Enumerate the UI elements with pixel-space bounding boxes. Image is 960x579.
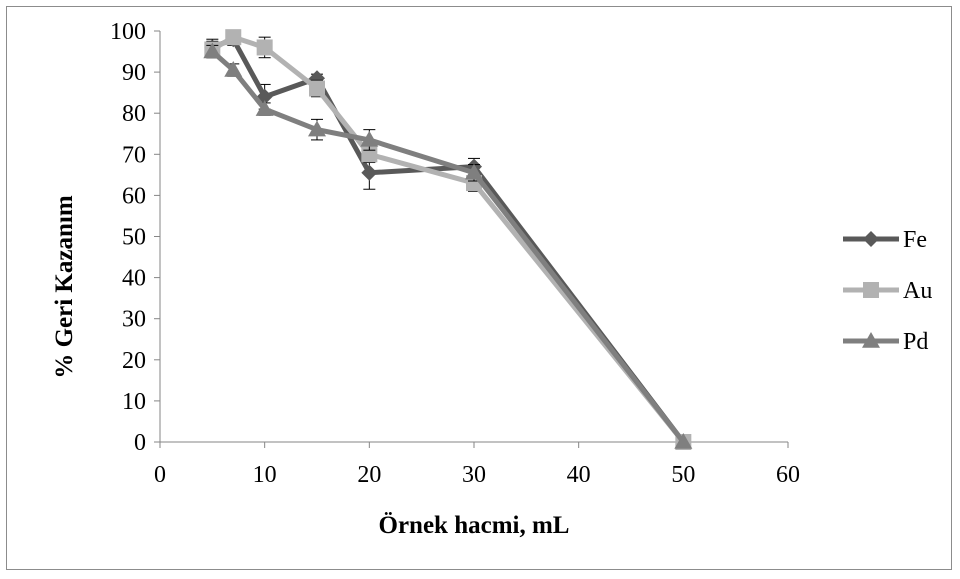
y-tick-label: 80 bbox=[122, 101, 146, 127]
x-tick-label: 40 bbox=[567, 462, 591, 488]
data-point-au bbox=[256, 39, 273, 56]
x-tick-label: 30 bbox=[462, 462, 486, 488]
data-point-au bbox=[309, 80, 325, 97]
y-tick-label: 10 bbox=[122, 389, 146, 415]
y-tick-label: 90 bbox=[122, 60, 146, 86]
x-axis-title: Örnek hacmi, mL bbox=[379, 512, 570, 539]
chart-frame bbox=[6, 6, 952, 570]
series-layer bbox=[203, 29, 693, 450]
data-point-pd bbox=[203, 42, 222, 59]
data-point-fe bbox=[361, 164, 378, 181]
legend-item-au: Au bbox=[843, 278, 932, 304]
data-point-pd bbox=[255, 100, 274, 116]
y-tick-label: 20 bbox=[122, 348, 146, 374]
data-point-pd bbox=[465, 163, 483, 180]
x-tick-label: 10 bbox=[253, 462, 277, 488]
series-line-fe bbox=[211, 36, 686, 444]
legend-marker-fe bbox=[863, 231, 879, 247]
series-line-au bbox=[211, 34, 686, 444]
data-point-au bbox=[225, 29, 242, 46]
series-line-pd bbox=[210, 49, 686, 444]
y-tick-label: 60 bbox=[122, 183, 146, 209]
x-tick-label: 0 bbox=[154, 462, 166, 488]
legend-marker-au bbox=[863, 282, 879, 298]
axes: 0 10 20 30 40 50 60 70 80 90 100 0 10 20 30 40 50 60 bbox=[110, 19, 800, 488]
data-point-pd bbox=[360, 130, 379, 147]
legend-item-pd: Pd bbox=[843, 329, 928, 355]
x-tick-label: 20 bbox=[357, 462, 381, 488]
y-tick-label: 0 bbox=[134, 430, 146, 456]
y-tick-label: 70 bbox=[122, 142, 146, 168]
y-tick-label: 30 bbox=[122, 307, 146, 333]
x-tick-label: 60 bbox=[776, 462, 800, 488]
legend-label-pd: Pd bbox=[903, 329, 928, 355]
legend-label-fe: Fe bbox=[903, 227, 927, 253]
series-pd bbox=[203, 42, 693, 449]
legend-marker-pd bbox=[862, 332, 880, 348]
y-axis-title: % Geri Kazanım bbox=[51, 195, 78, 378]
y-tick-label: 40 bbox=[122, 266, 146, 292]
data-point-pd bbox=[308, 120, 326, 137]
series-fe bbox=[204, 31, 692, 450]
y-tick-label: 100 bbox=[110, 19, 146, 45]
data-point-pd bbox=[224, 61, 243, 77]
data-point-pd bbox=[674, 433, 693, 449]
y-tick-label: 50 bbox=[122, 225, 146, 251]
x-tick-label: 50 bbox=[671, 462, 695, 488]
legend-label-au: Au bbox=[903, 278, 932, 304]
legend-item-fe: Fe bbox=[843, 227, 927, 253]
legend: Fe Au Pd bbox=[843, 227, 932, 355]
